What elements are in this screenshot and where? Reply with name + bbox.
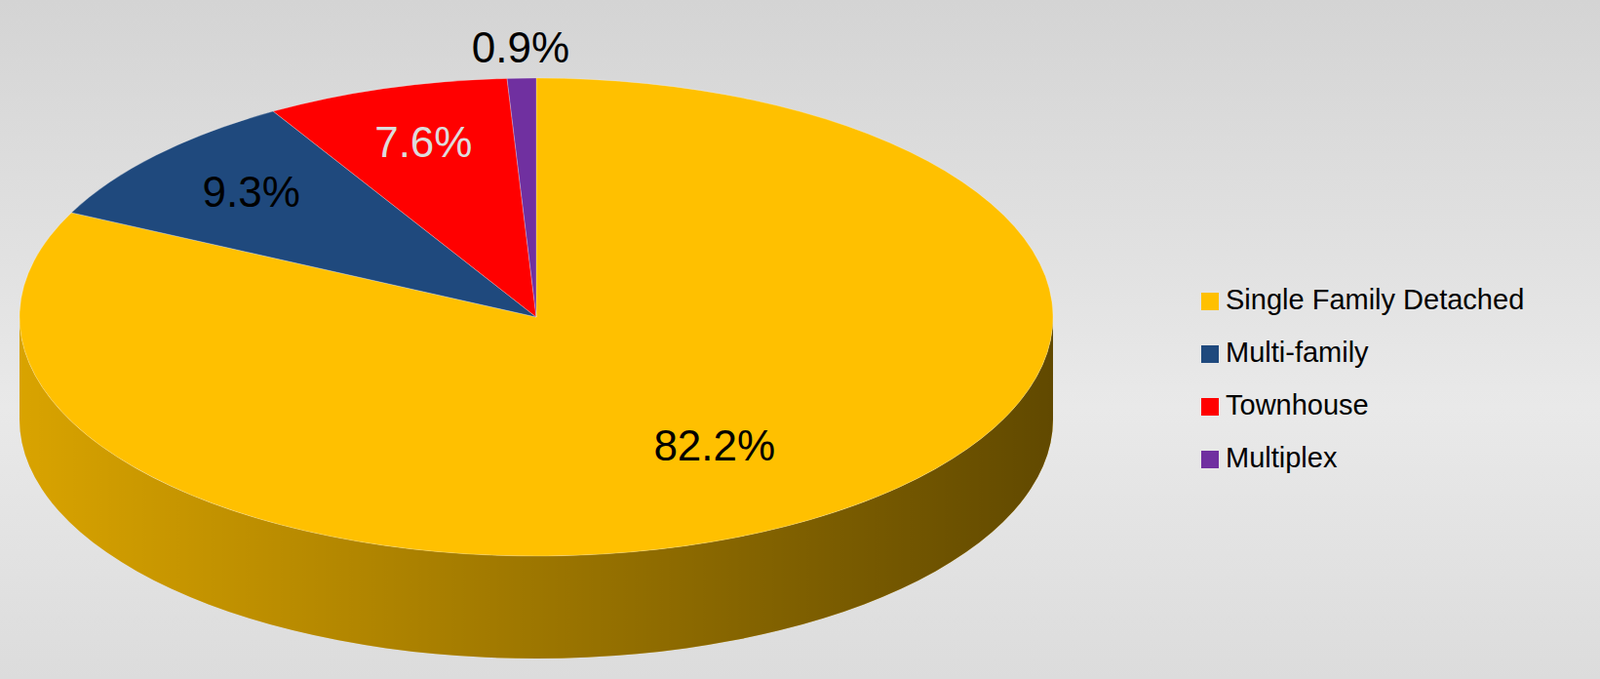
background: [0, 0, 1600, 679]
slice: [273, 78, 537, 317]
legend-label: Townhouse: [1225, 389, 1369, 421]
slice: [19, 78, 1054, 556]
legend-label: Single Family Detached: [1225, 283, 1524, 315]
legend-label: Multiplex: [1225, 441, 1338, 473]
data-label: 82.2%: [653, 421, 776, 469]
slice: [507, 78, 537, 317]
pie-tops: [19, 78, 1054, 556]
legend-label: Multi-family: [1225, 336, 1369, 368]
legend-swatch: [1201, 345, 1219, 363]
legend-swatch: [1201, 450, 1219, 469]
data-label: 0.9%: [471, 23, 570, 72]
legend-swatch: [1201, 292, 1219, 311]
legend: Single Family Detached Multi-family Townho…: [1201, 283, 1524, 473]
chart: 82.2% 9.3% 7.6% 0.9% Single Family Detached M…: [0, 0, 1600, 679]
legend-swatch: [1201, 397, 1219, 416]
data-label: 7.6%: [374, 117, 472, 166]
data-labels: 82.2% 9.3% 7.6% 0.9%: [202, 23, 777, 469]
data-label: 9.3%: [202, 167, 301, 216]
